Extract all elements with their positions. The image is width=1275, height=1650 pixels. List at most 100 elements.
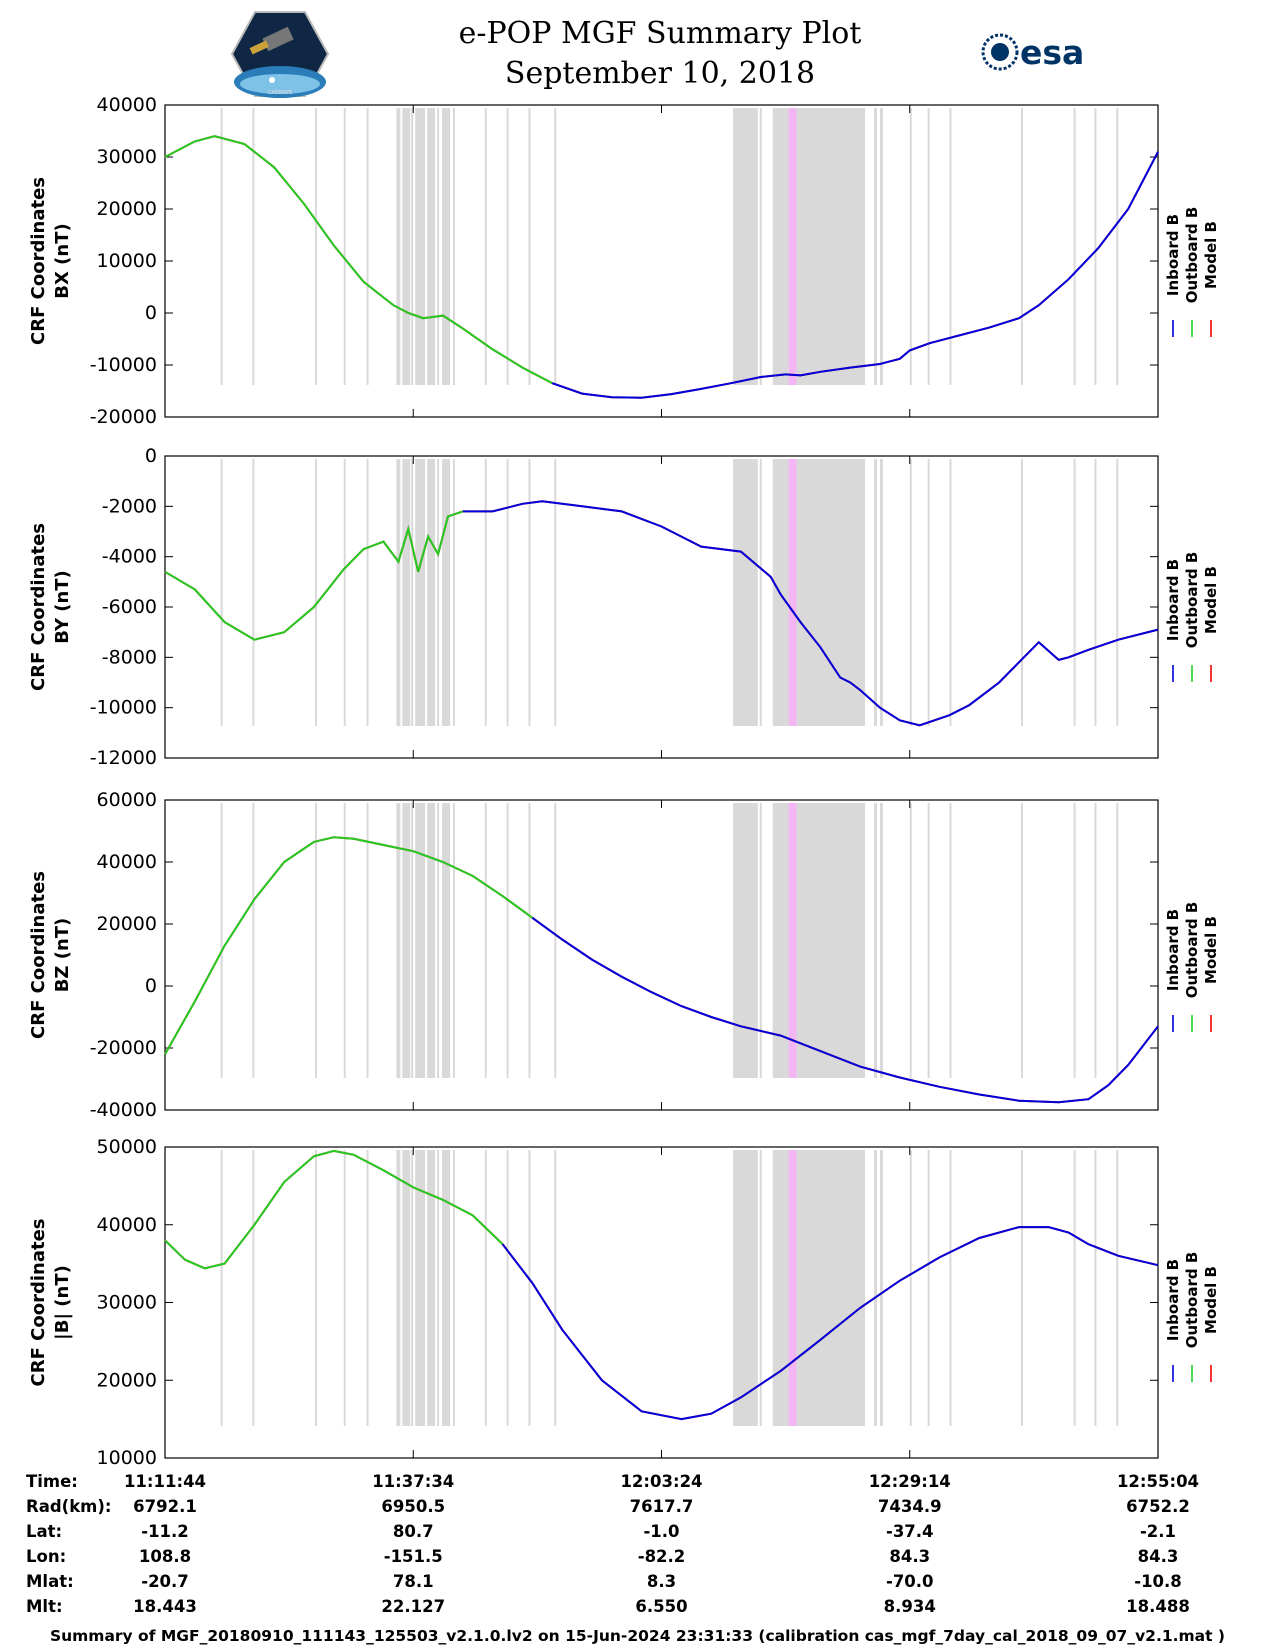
panel-4: 10000 20000 30000 40000 50000 CRF Coordinates… [28, 1136, 1220, 1469]
y-tick-label: 30000 [97, 1292, 157, 1314]
y-axis-label-line: BY (nT) [52, 570, 73, 644]
gap-band [366, 803, 369, 1078]
y-tick-label: 20000 [97, 913, 157, 935]
ephemeris-value: 11:11:44 [124, 1472, 206, 1491]
ephemeris-value: -20.7 [141, 1572, 189, 1591]
y-tick-label: 60000 [97, 789, 157, 811]
gap-band [1094, 459, 1097, 726]
gap-band [1020, 459, 1023, 726]
y-tick-label: 20000 [97, 1369, 157, 1391]
gap-band [1116, 108, 1119, 385]
ephemeris-value: 18.443 [133, 1597, 197, 1616]
plot-date: September 10, 2018 [504, 56, 816, 91]
y-tick-label: -2000 [102, 495, 157, 517]
gap-band [554, 459, 557, 726]
gap-band [909, 108, 912, 385]
gap-band [759, 803, 762, 1078]
legend-label: Model B [1202, 1266, 1220, 1334]
magenta-band [788, 803, 797, 1078]
gap-band [442, 803, 450, 1078]
gap-band [874, 803, 877, 1078]
y-tick-label: -10000 [90, 354, 157, 376]
ephemeris-value: -10.8 [1134, 1572, 1182, 1591]
ephemeris-value: 22.127 [381, 1597, 445, 1616]
gap-band [452, 1150, 455, 1426]
gap-band [252, 108, 255, 385]
gap-band [402, 459, 411, 726]
gap-band [1073, 1150, 1076, 1426]
gap-band [415, 459, 426, 726]
ephemeris-value: 18.488 [1126, 1597, 1190, 1616]
y-axis-label-line: CRF Coordinates [28, 1219, 49, 1387]
magenta-band [788, 108, 797, 385]
gap-band [879, 803, 883, 1078]
gap-band [442, 108, 450, 385]
ephemeris-row-label: Time: [26, 1472, 78, 1491]
gap-band [506, 108, 509, 385]
gap-band [1094, 803, 1097, 1078]
gap-band [396, 459, 401, 726]
gap-band [411, 459, 414, 726]
ephemeris-row-label: Lon: [26, 1547, 66, 1566]
esa-logo: esa [981, 33, 1084, 72]
gap-band [366, 108, 369, 385]
gap-band [949, 108, 952, 385]
series-model-b [164, 135, 1159, 399]
ephemeris-row-label: Mlat: [26, 1572, 74, 1591]
gap-band [437, 459, 440, 726]
gap-band [927, 108, 930, 385]
gap-band [1073, 803, 1076, 1078]
gap-band [314, 108, 317, 385]
y-axis-label-line: CRF Coordinates [28, 523, 49, 691]
ephemeris-row-label: Rad(km): [26, 1497, 112, 1516]
y-tick-label: 40000 [97, 1214, 157, 1236]
y-axis-label-line: BX (nT) [52, 223, 73, 298]
y-tick-label: 50000 [97, 1136, 157, 1158]
ephemeris-value: -151.5 [384, 1547, 443, 1566]
ephemeris-value: 80.7 [393, 1522, 434, 1541]
gap-band [442, 459, 450, 726]
ephemeris-value: 12:55:04 [1117, 1472, 1199, 1491]
gap-band [506, 1150, 509, 1426]
y-tick-label: 20000 [97, 198, 157, 220]
y-tick-label: 30000 [97, 146, 157, 168]
gap-band [796, 108, 866, 385]
legend-label: Outboard B [1183, 207, 1201, 304]
y-tick-label: -10000 [90, 697, 157, 719]
y-tick-label: -4000 [102, 546, 157, 568]
gap-band [927, 803, 930, 1078]
y-tick-label: 40000 [97, 94, 157, 116]
gap-band [366, 459, 369, 726]
ephemeris-value: 12:03:24 [620, 1472, 702, 1491]
gap-band [314, 459, 317, 726]
gap-band [427, 803, 436, 1078]
gap-band [437, 108, 440, 385]
ephemeris-value: 6950.5 [381, 1497, 445, 1516]
gap-band [252, 459, 255, 726]
y-tick-label: -6000 [102, 596, 157, 618]
ephemeris-value: -1.0 [643, 1522, 679, 1541]
ephemeris-value: 6752.2 [1126, 1497, 1190, 1516]
gap-band [484, 803, 487, 1078]
panel-3: -40000 -20000 0 20000 40000 60000 CRF Coordina… [28, 789, 1220, 1121]
gap-band [732, 108, 758, 385]
ephemeris-value: 8.3 [647, 1572, 676, 1591]
gap-band [402, 108, 411, 385]
y-tick-label: 40000 [97, 851, 157, 873]
magenta-band [788, 459, 797, 726]
gap-band [484, 459, 487, 726]
y-axis-label: CRF Coordinates BY (nT) [28, 523, 73, 691]
y-tick-label: -12000 [90, 747, 157, 769]
gap-band [1094, 108, 1097, 385]
ephemeris-value: 8.934 [884, 1597, 936, 1616]
gap-band [437, 803, 440, 1078]
gap-band [452, 803, 455, 1078]
ephemeris-value: 7434.9 [878, 1497, 942, 1516]
axes-frame [164, 799, 1159, 1111]
ephemeris-value: -11.2 [141, 1522, 189, 1541]
gap-band [427, 108, 436, 385]
y-tick-label: -8000 [102, 646, 157, 668]
gap-band [220, 459, 223, 726]
gap-band [1073, 459, 1076, 726]
